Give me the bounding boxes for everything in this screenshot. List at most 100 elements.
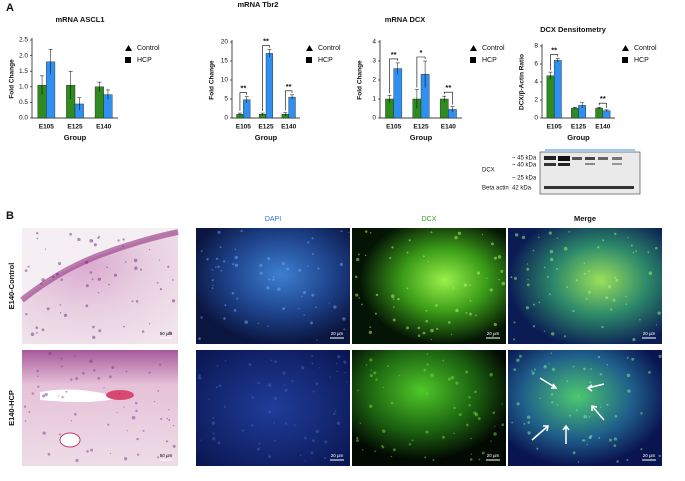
error-bar <box>48 49 53 75</box>
y-tick-label: 2.5 <box>19 37 28 44</box>
error-bar <box>555 58 560 63</box>
scale-label: 20 µm <box>643 453 656 458</box>
texture-dot <box>59 311 62 314</box>
texture-dot <box>118 392 121 395</box>
x-tick-label: E125 <box>67 124 83 131</box>
texture-dot <box>267 325 269 327</box>
texture-dot <box>337 355 341 359</box>
texture-dot <box>329 376 331 378</box>
texture-dot <box>136 437 139 441</box>
texture-dot <box>583 262 585 264</box>
texture-dot <box>572 451 576 455</box>
texture-dot <box>518 354 522 358</box>
texture-dot <box>608 438 612 442</box>
significance-bracket <box>416 56 426 88</box>
texture-dot <box>171 299 176 303</box>
texture-dot <box>587 270 590 273</box>
texture-dot <box>277 287 281 291</box>
y-tick-label: 15 <box>221 58 229 65</box>
legend-swatch <box>125 45 132 51</box>
texture-dot <box>468 396 471 399</box>
texture-dot <box>36 369 39 373</box>
texture-dot <box>548 231 552 235</box>
scale-label: 20 µm <box>331 453 344 458</box>
texture-dot <box>58 433 61 436</box>
texture-dot <box>625 303 628 305</box>
legend-swatch <box>622 57 628 63</box>
x-tick-label: E140 <box>595 124 611 131</box>
texture-dot <box>614 276 617 279</box>
texture-dot <box>369 358 373 362</box>
texture-dot <box>311 362 314 365</box>
texture-dot <box>556 267 558 270</box>
texture-dot <box>24 420 27 422</box>
significance-bracket <box>262 45 270 112</box>
texture-dot <box>141 330 145 333</box>
texture-dot <box>572 365 575 368</box>
significance-label: ** <box>286 82 292 91</box>
x-tick-label: E125 <box>413 124 429 131</box>
texture-dot <box>458 413 462 417</box>
texture-dot <box>131 415 136 420</box>
x-tick-label: E140 <box>281 124 297 131</box>
texture-dot <box>501 423 505 427</box>
texture-dot <box>658 354 662 358</box>
texture-dot <box>441 435 445 439</box>
bar <box>546 75 555 119</box>
texture-dot <box>447 377 451 381</box>
significance-bracket <box>284 90 293 111</box>
texture-dot <box>334 410 337 413</box>
error-bar <box>290 94 295 100</box>
error-bar <box>395 62 400 75</box>
texture-dot <box>123 457 128 461</box>
texture-dot <box>568 230 571 233</box>
texture-dot <box>408 239 411 242</box>
texture-dot <box>61 396 64 399</box>
column-label: DCX <box>422 216 437 223</box>
texture-dot <box>607 285 612 289</box>
error-bar <box>40 75 45 95</box>
texture-dot <box>131 300 134 303</box>
texture-dot <box>28 411 31 413</box>
texture-dot <box>606 403 609 406</box>
texture-dot <box>157 389 160 392</box>
texture-dot <box>516 402 520 406</box>
legend-swatch <box>125 57 131 63</box>
texture-dot <box>197 376 202 380</box>
texture-dot <box>218 384 222 388</box>
texture-dot <box>364 254 367 257</box>
x-axis-label: Group <box>410 133 433 142</box>
texture-dot <box>473 411 477 415</box>
texture-dot <box>586 443 588 446</box>
texture-dot <box>356 257 360 262</box>
texture-dot <box>89 359 93 364</box>
y-tick-label: 0 <box>224 115 228 122</box>
texture-dot <box>430 328 434 333</box>
texture-dot <box>37 375 39 377</box>
texture-dot <box>27 265 30 268</box>
texture-dot <box>156 281 159 284</box>
texture-dot <box>406 287 409 290</box>
x-tick-label: E105 <box>39 124 55 131</box>
chart-title: DCX Densitometry <box>540 25 607 34</box>
texture-dot <box>257 322 260 325</box>
texture-dot <box>85 260 89 264</box>
texture-dot <box>60 278 63 281</box>
texture-dot <box>236 297 239 300</box>
texture-dot <box>223 405 226 408</box>
legend-label: Control <box>318 45 341 52</box>
texture-dot <box>268 278 271 281</box>
texture-dot <box>316 339 318 341</box>
texture-dot <box>551 367 556 372</box>
y-tick-label: 4 <box>372 39 376 46</box>
legend-label: HCP <box>318 57 333 64</box>
texture-dot <box>470 437 472 440</box>
texture-dot <box>63 313 68 317</box>
texture-dot <box>274 360 277 363</box>
texture-dot <box>142 429 145 432</box>
texture-dot <box>328 302 330 304</box>
texture-dot <box>272 276 275 279</box>
texture-dot <box>358 297 360 299</box>
texture-dot <box>211 269 214 271</box>
y-tick-label: 4 <box>534 79 538 86</box>
